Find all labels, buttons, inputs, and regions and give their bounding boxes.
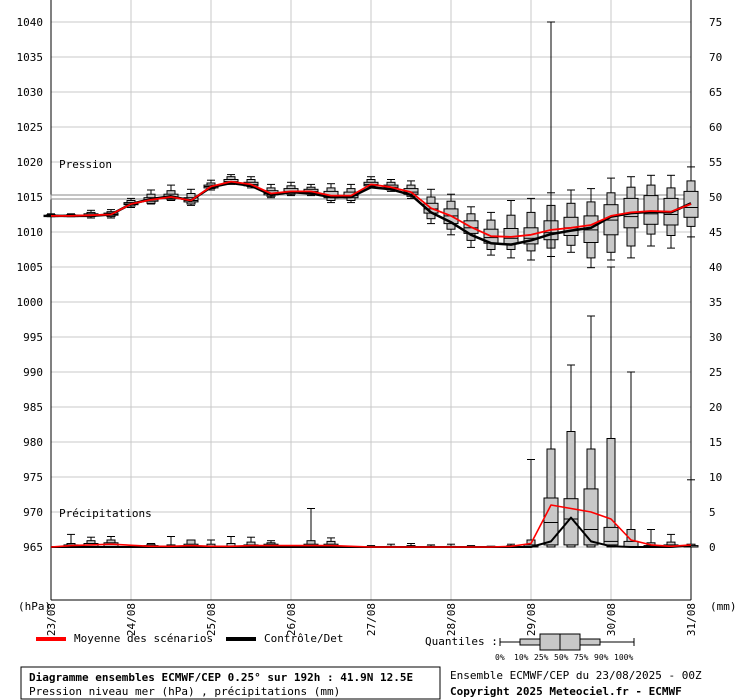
left-tick-label: 975 (23, 471, 43, 484)
quantile-tick-90: 90% (594, 653, 609, 662)
pressure-box (503, 200, 519, 259)
left-axis: 1040 1035 1030 1025 1020 1015 1010 1005 1000 995 9… (17, 16, 44, 554)
quantile-tick-100: 100% (614, 653, 633, 662)
series-lines (50, 180, 692, 548)
pressure-box (623, 176, 639, 259)
right-tick-label: 40 (709, 261, 722, 274)
pressure-box-inner (643, 195, 659, 225)
chart-subtitle: Pression niveau mer (hPa) , précipitatio… (29, 685, 340, 698)
left-tick-label: 995 (23, 331, 43, 344)
left-tick-label: 1010 (17, 226, 44, 239)
right-tick-label: 65 (709, 86, 722, 99)
precip-box-outer (566, 431, 576, 548)
left-tick-label: 1035 (17, 51, 44, 64)
legend-control-label: Contrôle/Det (264, 632, 343, 645)
precip-box (103, 536, 119, 548)
left-tick-label: 1030 (17, 86, 44, 99)
right-tick-label: 30 (709, 331, 722, 344)
right-tick-label: 5 (709, 506, 716, 519)
precip-panel-label: Précipitations (59, 507, 152, 520)
left-axis-unit: (hPa) (18, 600, 51, 613)
left-tick-label: 970 (23, 506, 43, 519)
date-label: 25/08 (205, 603, 218, 636)
date-label: 26/08 (285, 603, 298, 636)
left-tick-label: 1015 (17, 191, 44, 204)
date-label: 31/08 (685, 603, 698, 636)
legend-mean-label: Moyenne des scénarios (74, 632, 213, 645)
precip-box (583, 315, 599, 548)
right-tick-label: 10 (709, 471, 722, 484)
legend: Moyenne des scénarios Contrôle/Det Quant… (36, 632, 635, 662)
left-tick-label: 1040 (17, 16, 44, 29)
date-label: 24/08 (125, 603, 138, 636)
right-tick-label: 70 (709, 51, 722, 64)
right-tick-label: 55 (709, 156, 722, 169)
precip-box-inner (563, 498, 579, 546)
precip-box (603, 266, 619, 548)
date-label: 28/08 (445, 603, 458, 636)
left-tick-label: 990 (23, 366, 43, 379)
pressure-panel-label: Pression (59, 158, 112, 171)
left-tick-label: 1000 (17, 296, 44, 309)
title-box: Diagramme ensembles ECMWF/CEP 0.25° sur … (20, 666, 441, 700)
precip-mean-line (50, 504, 692, 548)
pressure-box (523, 197, 539, 261)
precip-box (683, 479, 699, 548)
right-tick-label: 60 (709, 121, 722, 134)
pressure-box (643, 174, 659, 247)
quantile-tick-25: 25% (534, 653, 549, 662)
precip-box (303, 508, 319, 548)
precip-box (563, 364, 579, 548)
precip-box-inner (603, 526, 619, 546)
pressure-box (583, 188, 599, 269)
right-tick-label: 45 (709, 226, 722, 239)
date-label: 29/08 (525, 603, 538, 636)
chart-title: Diagramme ensembles ECMWF/CEP 0.25° sur … (29, 671, 413, 684)
right-tick-label: 0 (709, 541, 716, 554)
quantile-tick-50: 50% (554, 653, 569, 662)
quantile-tick-10: 10% (514, 653, 529, 662)
left-tick-label: 1020 (17, 156, 44, 169)
date-label: 23/08 (45, 603, 58, 636)
right-axis-unit: (mm) (710, 600, 737, 613)
right-tick-label: 15 (709, 436, 722, 449)
quantile-tick-0: 0% (495, 653, 505, 662)
right-tick-label: 25 (709, 366, 722, 379)
left-tick-label: 980 (23, 436, 43, 449)
date-label: 30/08 (605, 603, 618, 636)
date-label: 27/08 (365, 603, 378, 636)
x-axis: 23/08 24/08 25/08 26/08 27/08 28/08 29/08 30/08… (45, 603, 698, 636)
precip-box (623, 371, 639, 548)
precip-box (543, 21, 559, 548)
precip-box-inner (583, 488, 599, 546)
left-tick-label: 1005 (17, 261, 44, 274)
pressure-box (603, 177, 619, 261)
run-info: Ensemble ECMWF/CEP du 23/08/2025 - 00Z (450, 669, 702, 682)
precip-boxes (63, 21, 699, 548)
quantiles-label: Quantiles : (425, 635, 498, 648)
left-tick-label: 985 (23, 401, 43, 414)
right-tick-label: 50 (709, 191, 722, 204)
right-tick-label: 35 (709, 296, 722, 309)
pressure-box (323, 183, 339, 204)
quantile-sample-box (499, 633, 635, 651)
pressure-box (423, 188, 439, 225)
right-tick-label: 75 (709, 16, 722, 29)
precip-box-inner (543, 497, 559, 546)
left-tick-label: 1025 (17, 121, 44, 134)
precip-box (663, 533, 679, 548)
pressure-mean-line (51, 180, 692, 238)
pressure-box (683, 166, 699, 238)
right-tick-label: 20 (709, 401, 722, 414)
left-tick-label: 965 (23, 541, 43, 554)
quantile-tick-75: 75% (574, 653, 589, 662)
copyright: Copyright 2025 Meteociel.fr - ECMWF (450, 685, 682, 698)
